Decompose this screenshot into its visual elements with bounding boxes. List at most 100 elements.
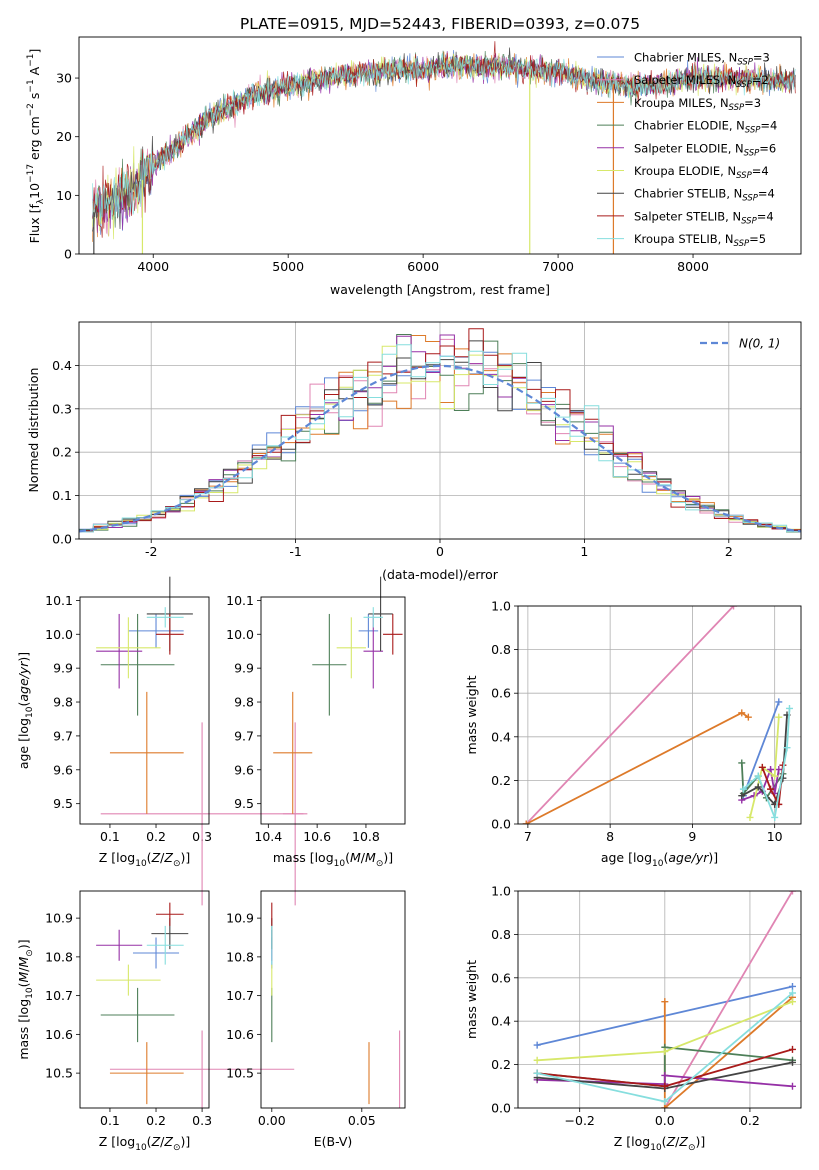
line-series	[663, 996, 794, 1108]
tick-label-x: 0.3	[192, 1113, 212, 1128]
tick-label-y: 20	[56, 129, 72, 144]
axes-frame-spectrum	[78, 36, 802, 255]
tick-label-x: 0.2	[740, 1113, 760, 1128]
plus-marker	[758, 763, 766, 771]
tick-label-x: 0.05	[348, 1113, 376, 1128]
plus-marker	[788, 989, 796, 997]
tick-label-x: 0.2	[146, 829, 166, 844]
axes-mass_weight_vs_Z: −0.2 0.0 0.2 0.0 0.2 0.4 0.6 0.8 1.0	[491, 884, 801, 1128]
legend-label: Chabrier STELIB, NSSP=4	[634, 187, 775, 204]
tick-label-x: 0.1	[100, 829, 120, 844]
tick-label-y: 0.2	[491, 1057, 511, 1072]
tick-label-y: 10.9	[226, 911, 254, 926]
x-axis-label-age_vs_mass: mass [log10​(M/M⊙​)]	[273, 850, 393, 869]
y-axis-label-age_vs_Z: age [log10​(age/yr)]	[16, 652, 35, 769]
tick-label-x: 10.8	[352, 829, 380, 844]
axes-frame-residuals	[78, 321, 802, 540]
plus-marker	[767, 785, 775, 793]
line-series	[664, 891, 794, 1108]
errorbars-mass_vs_EBV	[271, 902, 401, 1108]
tick-label-y: 0.2	[491, 773, 511, 788]
tick-label-y: 10.8	[45, 949, 73, 964]
plus-marker	[771, 772, 779, 780]
plus-marker	[783, 744, 791, 752]
tick-label-y: 9.7	[234, 728, 254, 743]
tick-label-y: 9.6	[234, 762, 254, 777]
x-axis-label-mass_weight_vs_age: age [log10​(age/yr)]	[601, 850, 718, 869]
tick-label-x: 6000	[407, 259, 439, 274]
x-axis-label-mass_weight_vs_Z: Z [log10​(Z/Z⊙​)]	[614, 1134, 706, 1153]
tick-label-y: 10.0	[226, 627, 254, 642]
tick-label-x: 0	[436, 544, 444, 559]
tick-label-y: 10.7	[45, 988, 73, 1003]
plus-marker	[788, 982, 796, 990]
spectrum-line	[92, 41, 796, 238]
tick-label-x: 9	[688, 829, 696, 844]
line-series	[525, 606, 735, 824]
tick-label-y: 9.5	[53, 796, 73, 811]
tick-label-x: 7000	[542, 259, 574, 274]
histogram-series	[79, 344, 801, 533]
legend-label: Kroupa MILES, NSSP=3	[634, 96, 761, 113]
axes-age_vs_Z: 0.1 0.2 0.39.59.69.79.89.910.010.1	[45, 593, 212, 844]
tick-label-x: 7	[524, 829, 532, 844]
plus-marker	[739, 785, 747, 793]
tick-label-y: 10.1	[226, 593, 254, 608]
tick-label-y: 1.0	[491, 599, 511, 614]
legend-label: Salpeter ELODIE, NSSP=6	[634, 141, 776, 158]
plus-marker	[738, 792, 746, 800]
tick-label-y: 0.0	[52, 532, 72, 547]
tick-label-x: 5000	[272, 259, 304, 274]
plus-marker	[788, 1058, 796, 1066]
legend-label: Kroupa ELODIE, NSSP=4	[634, 164, 769, 181]
normal-curve	[79, 364, 801, 533]
tick-label-y: 0.4	[491, 1014, 511, 1029]
plus-marker	[771, 813, 779, 821]
tick-label-y: 0	[64, 247, 72, 262]
tick-label-x: 4000	[137, 259, 169, 274]
plus-marker	[661, 1048, 669, 1056]
legend-label: Kroupa STELIB, NSSP=5	[634, 232, 766, 249]
tick-label-x: 1	[580, 544, 588, 559]
axes-frame-mass_vs_EBV	[260, 890, 406, 1109]
tick-label-y: 0.0	[491, 1101, 511, 1116]
spectrum-line	[92, 53, 796, 228]
plus-marker	[775, 698, 783, 706]
plus-marker	[661, 1082, 669, 1090]
tick-label-y: 9.8	[53, 695, 73, 710]
y-axis-label-mass_vs_Z: mass [log10​(M/M⊙​)]	[16, 939, 35, 1059]
legend-spectrum: Chabrier MILES, NSSP=3 Salpeter MILES, NS…	[597, 51, 777, 249]
tick-label-y: 10.1	[45, 593, 73, 608]
axes-frame-age_vs_mass	[260, 596, 406, 825]
axes-age_vs_mass: 10.4 10.6 10.8 9.5 9.6 9.7 9.8 9.9 10.0 10.1	[226, 593, 380, 844]
plus-marker	[775, 713, 783, 721]
tick-label-y: 10.8	[226, 949, 254, 964]
tick-label-x: 0.1	[100, 1113, 120, 1128]
tick-label-y: 10.5	[45, 1066, 73, 1081]
errorbars-age_vs_Z	[96, 576, 304, 906]
tick-label-y: 10.7	[226, 988, 254, 1003]
x-axis-label-mass_vs_EBV: E(B-V)	[314, 1134, 353, 1149]
plus-marker	[754, 783, 762, 791]
errorbars-age_vs_mass	[273, 576, 403, 906]
y-axis-label-mass_weight_vs_Z: mass weight	[464, 960, 479, 1039]
axes-frame-age_vs_Z	[79, 596, 210, 825]
y-axis-label-spectrum: Flux [fλ​10−17​ erg cm−2​ s−1​ A−1​]	[26, 49, 46, 244]
axes-frame-mass_weight_vs_Z	[517, 890, 802, 1109]
plus-marker	[738, 709, 746, 717]
tick-label-x: 10.4	[254, 829, 282, 844]
errorbars-mass_vs_Z	[96, 902, 295, 1108]
legend-label-normal: N(0, 1)	[739, 337, 780, 351]
axes-frame-mass_weight_vs_age	[517, 605, 802, 825]
tick-label-y: 10.0	[45, 627, 73, 642]
axes-frame-mass_vs_Z	[79, 890, 210, 1109]
tick-label-y: 0.6	[491, 686, 511, 701]
plus-marker	[738, 759, 746, 767]
line-series	[749, 717, 780, 818]
tick-label-x: 0.0	[655, 1113, 675, 1128]
axes-mass_vs_Z: 0.1 0.2 0.3 10.5 10.6 10.7 10.8 10.9	[45, 911, 212, 1128]
legend-label: Chabrier MILES, NSSP=3	[634, 51, 770, 68]
plus-marker	[533, 1069, 541, 1077]
tick-label-y: 0.3	[52, 401, 72, 416]
tick-label-y: 0.8	[491, 642, 511, 657]
